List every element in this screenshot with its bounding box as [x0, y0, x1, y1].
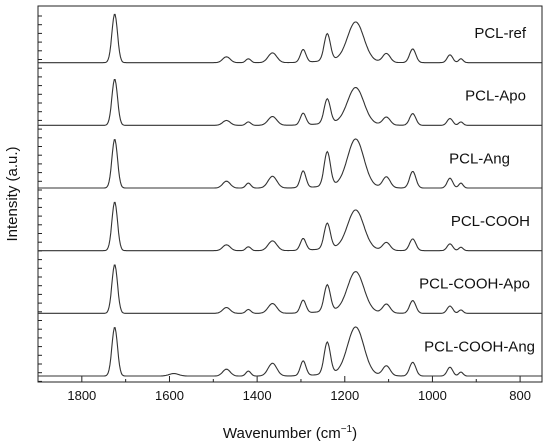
- series-label-5: PCL-COOH-Apo: [419, 276, 530, 293]
- spectrum-line-5: [38, 264, 542, 314]
- spectrum-line-3: [38, 138, 542, 189]
- x-tick-label: 1800: [67, 388, 96, 403]
- plot-frame: [37, 5, 543, 383]
- x-tick-label: 1000: [418, 388, 447, 403]
- y-axis-label: Intensity (a.u.): [4, 146, 21, 241]
- x-axis-tick-labels: 1800 1600 1400 1200 1000 800: [67, 388, 531, 403]
- x-tick-label: 1600: [155, 388, 184, 403]
- series-label-6: PCL-COOH-Ang: [424, 338, 535, 355]
- y-axis-ticks: [38, 15, 42, 382]
- series-label-3: PCL-Ang: [449, 150, 510, 167]
- spectrum-line-4: [38, 201, 542, 252]
- x-tick-label: 1400: [243, 388, 272, 403]
- series-label-4: PCL-COOH: [451, 213, 530, 230]
- x-tick-label: 800: [509, 388, 531, 403]
- series-label-2: PCL-Apo: [465, 88, 526, 105]
- x-axis-label-main: Wavenumber (cm: [223, 425, 341, 442]
- spectrum-line-2: [38, 78, 542, 126]
- spectrum-line-1: [38, 13, 542, 64]
- legend-labels: PCL-ref PCL-Apo PCL-Ang PCL-COOH PCL-COOH-Ap…: [419, 25, 535, 355]
- x-axis-label: Wavenumber (cm−1): [223, 424, 357, 442]
- spectra: [38, 13, 542, 377]
- x-axis-label-end: ): [352, 425, 357, 442]
- x-axis-ticks: [37, 376, 521, 382]
- spectrum-line-6: [38, 326, 542, 377]
- x-tick-label: 1200: [330, 388, 359, 403]
- x-axis-label-superscript: −1: [341, 424, 353, 435]
- series-label-1: PCL-ref: [474, 25, 527, 42]
